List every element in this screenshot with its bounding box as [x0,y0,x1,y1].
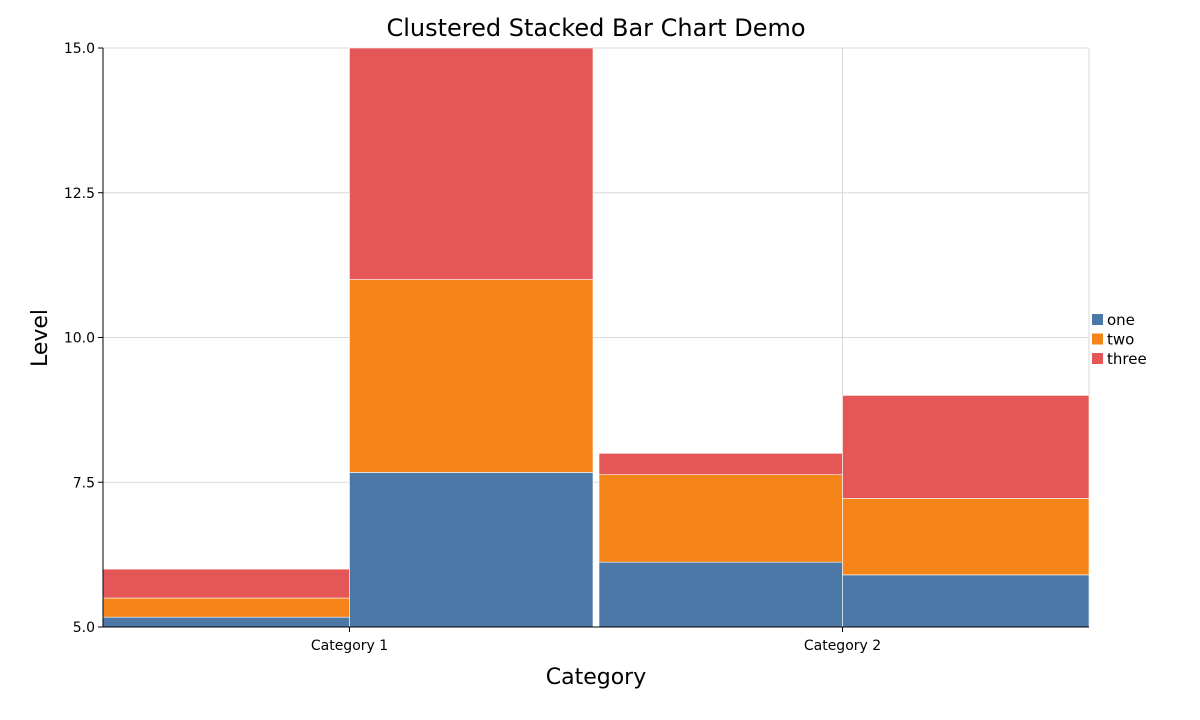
legend-swatch-three [1092,353,1103,364]
bar-segment-two [598,474,843,563]
bar-segment-one [102,616,350,628]
legend-label: three [1107,350,1147,368]
bar-segment-three [598,452,843,476]
axes: 5.0 7.5 10.0 12.5 15.0 Category 1 Category 2 [64,41,1089,654]
y-tick-label: 10.0 [64,331,95,347]
x-axis-title: Category [546,665,647,690]
bar-segment-three [349,47,594,280]
bars [102,47,1090,628]
bar-segment-one [598,561,843,628]
y-tick-label: 7.5 [73,475,95,491]
y-tick-label: 15.0 [64,41,95,57]
bar-segment-two [102,597,350,618]
bar-segment-three [842,395,1090,499]
bar-segment-two [842,498,1090,576]
x-tick-label: Category 2 [804,638,881,654]
y-tick-label: 5.0 [73,620,95,636]
y-tick-label: 12.5 [64,186,95,202]
legend-label: two [1107,331,1134,349]
bar-segment-two [349,279,594,473]
x-tick-label: Category 1 [311,638,388,654]
legend-label: one [1107,311,1135,329]
legend-swatch-two [1092,333,1103,345]
bar-segment-one [842,574,1090,628]
bar-segment-one [349,472,594,628]
bar-segment-three [102,568,350,599]
chart-title: Clustered Stacked Bar Chart Demo [386,14,805,42]
y-axis-title: Level [28,309,53,367]
legend-swatch-one [1092,314,1103,325]
